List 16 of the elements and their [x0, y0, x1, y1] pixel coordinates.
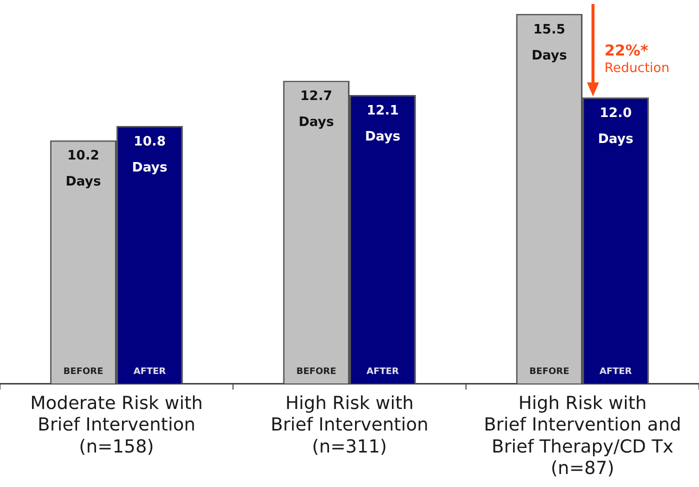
data-label: 12.0 Days — [598, 106, 634, 147]
data-label: 12.7 Days — [298, 89, 334, 130]
data-label: 10.2 Days — [66, 148, 102, 190]
x-tick-label: Moderate Risk with Brief Intervention (n=158) — [30, 393, 203, 458]
text: BEFORE — [296, 366, 336, 377]
data-label: 10.8 Days — [132, 134, 168, 176]
text: BEFORE — [529, 366, 570, 377]
text: AFTER — [366, 366, 399, 377]
x-tick-label: High Risk with Brief Intervention (n=311) — [270, 393, 428, 458]
data-label: 12.1 Days — [365, 103, 401, 144]
text: AFTER — [600, 366, 632, 377]
data-label: 15.5 Days — [532, 22, 568, 64]
annotation: 22%* Reduction — [604, 41, 670, 76]
series-label: AFTER — [134, 366, 166, 377]
x-tick-label: High Risk with Brief Intervention and Brief Therapy/CD Tx (n=87) — [484, 393, 682, 479]
series-label: BEFORE — [63, 366, 104, 377]
